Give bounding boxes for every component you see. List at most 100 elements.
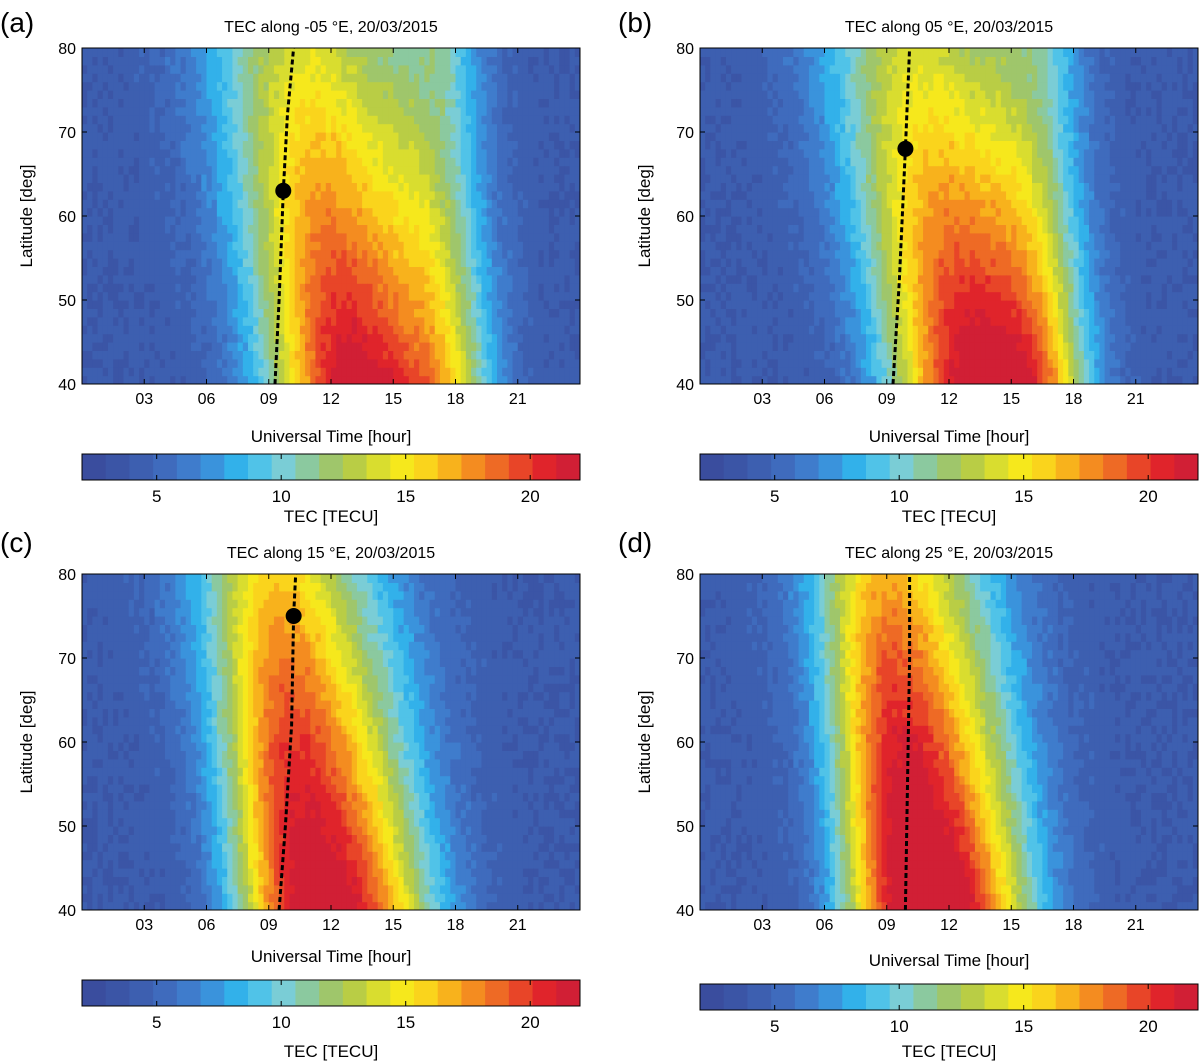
colorbar-swatch xyxy=(295,980,320,1006)
colorbar-swatch xyxy=(414,454,439,480)
x-tick-label: 12 xyxy=(322,917,340,934)
colorbar-tick-label: 10 xyxy=(272,1013,291,1032)
colorbar-swatch xyxy=(818,984,843,1010)
x-tick-label: 21 xyxy=(1127,917,1145,934)
colorbar-swatch xyxy=(366,980,391,1006)
colorbar-swatch xyxy=(747,454,772,480)
colorbar-swatch xyxy=(224,454,249,480)
colorbar-swatch xyxy=(960,984,986,1010)
colorbar-swatch xyxy=(271,980,296,1006)
y-axis-label: Latitude [deg] xyxy=(17,690,36,793)
colorbar-swatch xyxy=(889,984,914,1010)
y-tick-label: 60 xyxy=(58,209,76,226)
colorbar-swatch xyxy=(366,454,391,480)
colorbar-swatch xyxy=(508,980,534,1006)
colorbar-swatch xyxy=(913,454,938,480)
colorbar-swatch xyxy=(984,454,1009,480)
x-tick-label: 12 xyxy=(940,391,958,408)
x-tick-label: 09 xyxy=(878,917,896,934)
y-tick-label: 80 xyxy=(58,567,76,584)
colorbar-tick-label: 15 xyxy=(1014,487,1033,506)
colorbar-swatch xyxy=(747,984,772,1010)
colorbar-tick-label: 20 xyxy=(521,487,540,506)
y-tick-label: 50 xyxy=(58,293,76,310)
y-tick-label: 70 xyxy=(58,651,76,668)
chart-title: TEC along 15 °E, 20/03/2015 xyxy=(227,545,435,562)
panel-d: (d) TEC along 25 °E, 20/03/2015 03 06 09 12 15… xyxy=(618,527,1199,1061)
colorbar-swatch xyxy=(1055,984,1080,1010)
tec-field xyxy=(700,48,1198,384)
x-tick-label: 06 xyxy=(198,391,216,408)
colorbar: 5 10 15 20 TEC [TECU] xyxy=(81,979,581,1061)
colorbar-swatch xyxy=(794,454,820,480)
tec-field xyxy=(82,574,580,910)
x-axis-label: Universal Time [hour] xyxy=(251,947,412,966)
colorbar-tick-label: 10 xyxy=(890,487,909,506)
x-tick-label: 15 xyxy=(384,391,402,408)
tec-field xyxy=(700,574,1198,910)
x-tick-label: 18 xyxy=(1065,391,1083,408)
colorbar-swatch xyxy=(414,980,439,1006)
colorbar-swatch xyxy=(248,454,273,480)
colorbar-tick-label: 15 xyxy=(1014,1017,1033,1036)
y-tick-label: 40 xyxy=(58,903,76,920)
x-tick-label: 09 xyxy=(878,391,896,408)
colorbar-tick-label: 15 xyxy=(396,1013,415,1032)
colorbar-swatch xyxy=(960,454,986,480)
colorbar-swatch xyxy=(532,454,557,480)
colorbar-tick-label: 5 xyxy=(770,1017,779,1036)
colorbar-swatch xyxy=(984,984,1009,1010)
colorbar-swatch xyxy=(556,980,581,1006)
x-tick-label: 03 xyxy=(753,917,771,934)
x-tick-label: 15 xyxy=(1002,391,1020,408)
colorbar-swatch xyxy=(842,454,867,480)
x-tick-label: 21 xyxy=(1127,391,1145,408)
panel-label: (d) xyxy=(618,527,652,558)
y-tick-label: 70 xyxy=(676,125,694,142)
colorbar-tick-label: 20 xyxy=(521,1013,540,1032)
x-axis-label: Universal Time [hour] xyxy=(869,951,1030,970)
colorbar-label: TEC [TECU] xyxy=(284,507,378,526)
x-tick-label: 09 xyxy=(260,391,278,408)
y-tick-label: 80 xyxy=(58,41,76,58)
colorbar-swatch xyxy=(1032,454,1057,480)
x-tick-label: 06 xyxy=(816,391,834,408)
x-tick-label: 03 xyxy=(135,391,153,408)
x-tick-label: 03 xyxy=(135,917,153,934)
x-tick-label: 18 xyxy=(447,391,465,408)
y-tick-label: 40 xyxy=(676,377,694,394)
chart-title: TEC along -05 °E, 20/03/2015 xyxy=(224,19,438,36)
colorbar-swatch xyxy=(271,454,296,480)
colorbar-swatch xyxy=(485,980,510,1006)
colorbar-tick-label: 15 xyxy=(396,487,415,506)
colorbar-swatch xyxy=(508,454,534,480)
marker-point xyxy=(285,608,302,624)
colorbar-swatch xyxy=(390,980,415,1006)
colorbar-label: TEC [TECU] xyxy=(902,507,996,526)
colorbar-swatch xyxy=(1103,454,1128,480)
y-tick-label: 70 xyxy=(58,125,76,142)
x-tick-label: 15 xyxy=(1002,917,1020,934)
colorbar-swatch xyxy=(1032,984,1057,1010)
panel-c: (c) TEC along 15 °E, 20/03/2015 03 06 09 12 15… xyxy=(0,527,581,1061)
colorbar-swatch xyxy=(224,980,249,1006)
x-tick-label: 03 xyxy=(753,391,771,408)
colorbar-tick-label: 5 xyxy=(770,487,779,506)
colorbar: 5 10 15 20 TEC [TECU] xyxy=(699,453,1199,526)
panel-label: (c) xyxy=(0,527,33,558)
chart-title: TEC along 05 °E, 20/03/2015 xyxy=(845,19,1053,36)
colorbar-swatch xyxy=(485,454,510,480)
colorbar-swatch xyxy=(437,980,462,1006)
colorbar-swatch xyxy=(200,980,225,1006)
colorbar-swatch xyxy=(176,454,202,480)
dashed-line xyxy=(891,48,912,384)
colorbar-swatch xyxy=(295,454,320,480)
colorbar-swatch xyxy=(82,454,107,480)
colorbar-swatch xyxy=(105,980,130,1006)
colorbar-label: TEC [TECU] xyxy=(902,1042,996,1061)
colorbar-swatch xyxy=(248,980,273,1006)
y-tick-label: 40 xyxy=(676,903,694,920)
y-tick-label: 40 xyxy=(58,377,76,394)
x-axis-label: Universal Time [hour] xyxy=(251,427,412,446)
y-axis-label: Latitude [deg] xyxy=(635,690,654,793)
